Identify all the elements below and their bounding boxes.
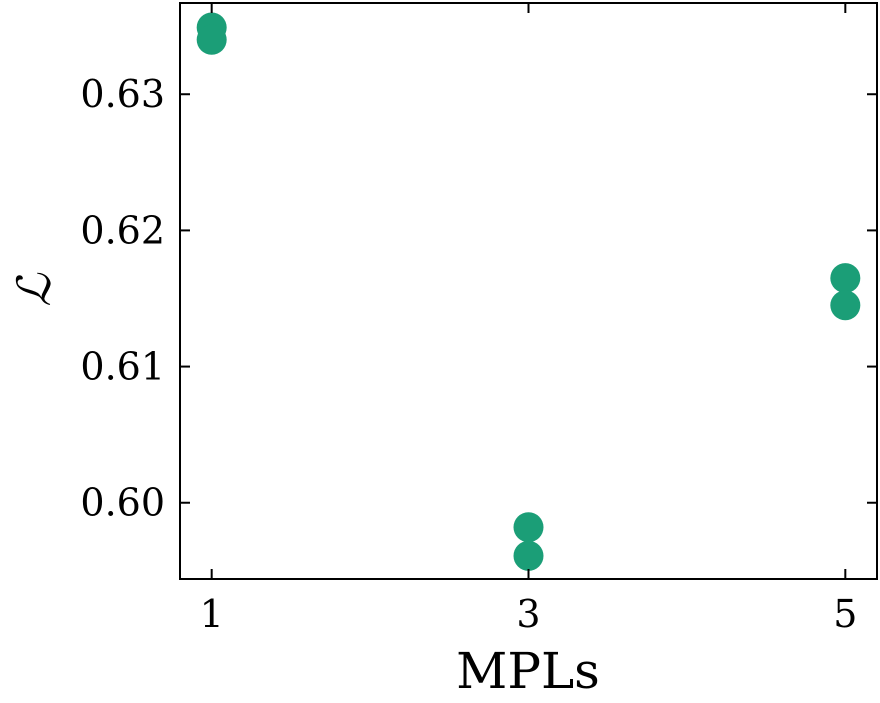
data-point [513, 540, 544, 571]
plot-frame [179, 2, 878, 580]
x-axis-label: MPLs [456, 642, 600, 700]
y-tick-label: 0.62 [80, 208, 165, 252]
axis-ticks: 1 3 5 0.60 0.61 0.62 0.63 [80, 3, 877, 636]
y-tick-label: 0.61 [80, 345, 165, 389]
y-tick-label: 0.63 [80, 72, 165, 116]
x-tick-label: 5 [833, 592, 857, 636]
x-tick-label: 1 [200, 592, 224, 636]
data-point [513, 512, 544, 543]
data-point [830, 290, 861, 321]
data-point [196, 24, 227, 55]
data-points [196, 12, 861, 571]
x-tick-label: 3 [516, 592, 540, 636]
y-axis-label: ℒ [7, 273, 61, 307]
data-point [830, 263, 861, 294]
y-tick-label: 0.60 [80, 481, 165, 525]
